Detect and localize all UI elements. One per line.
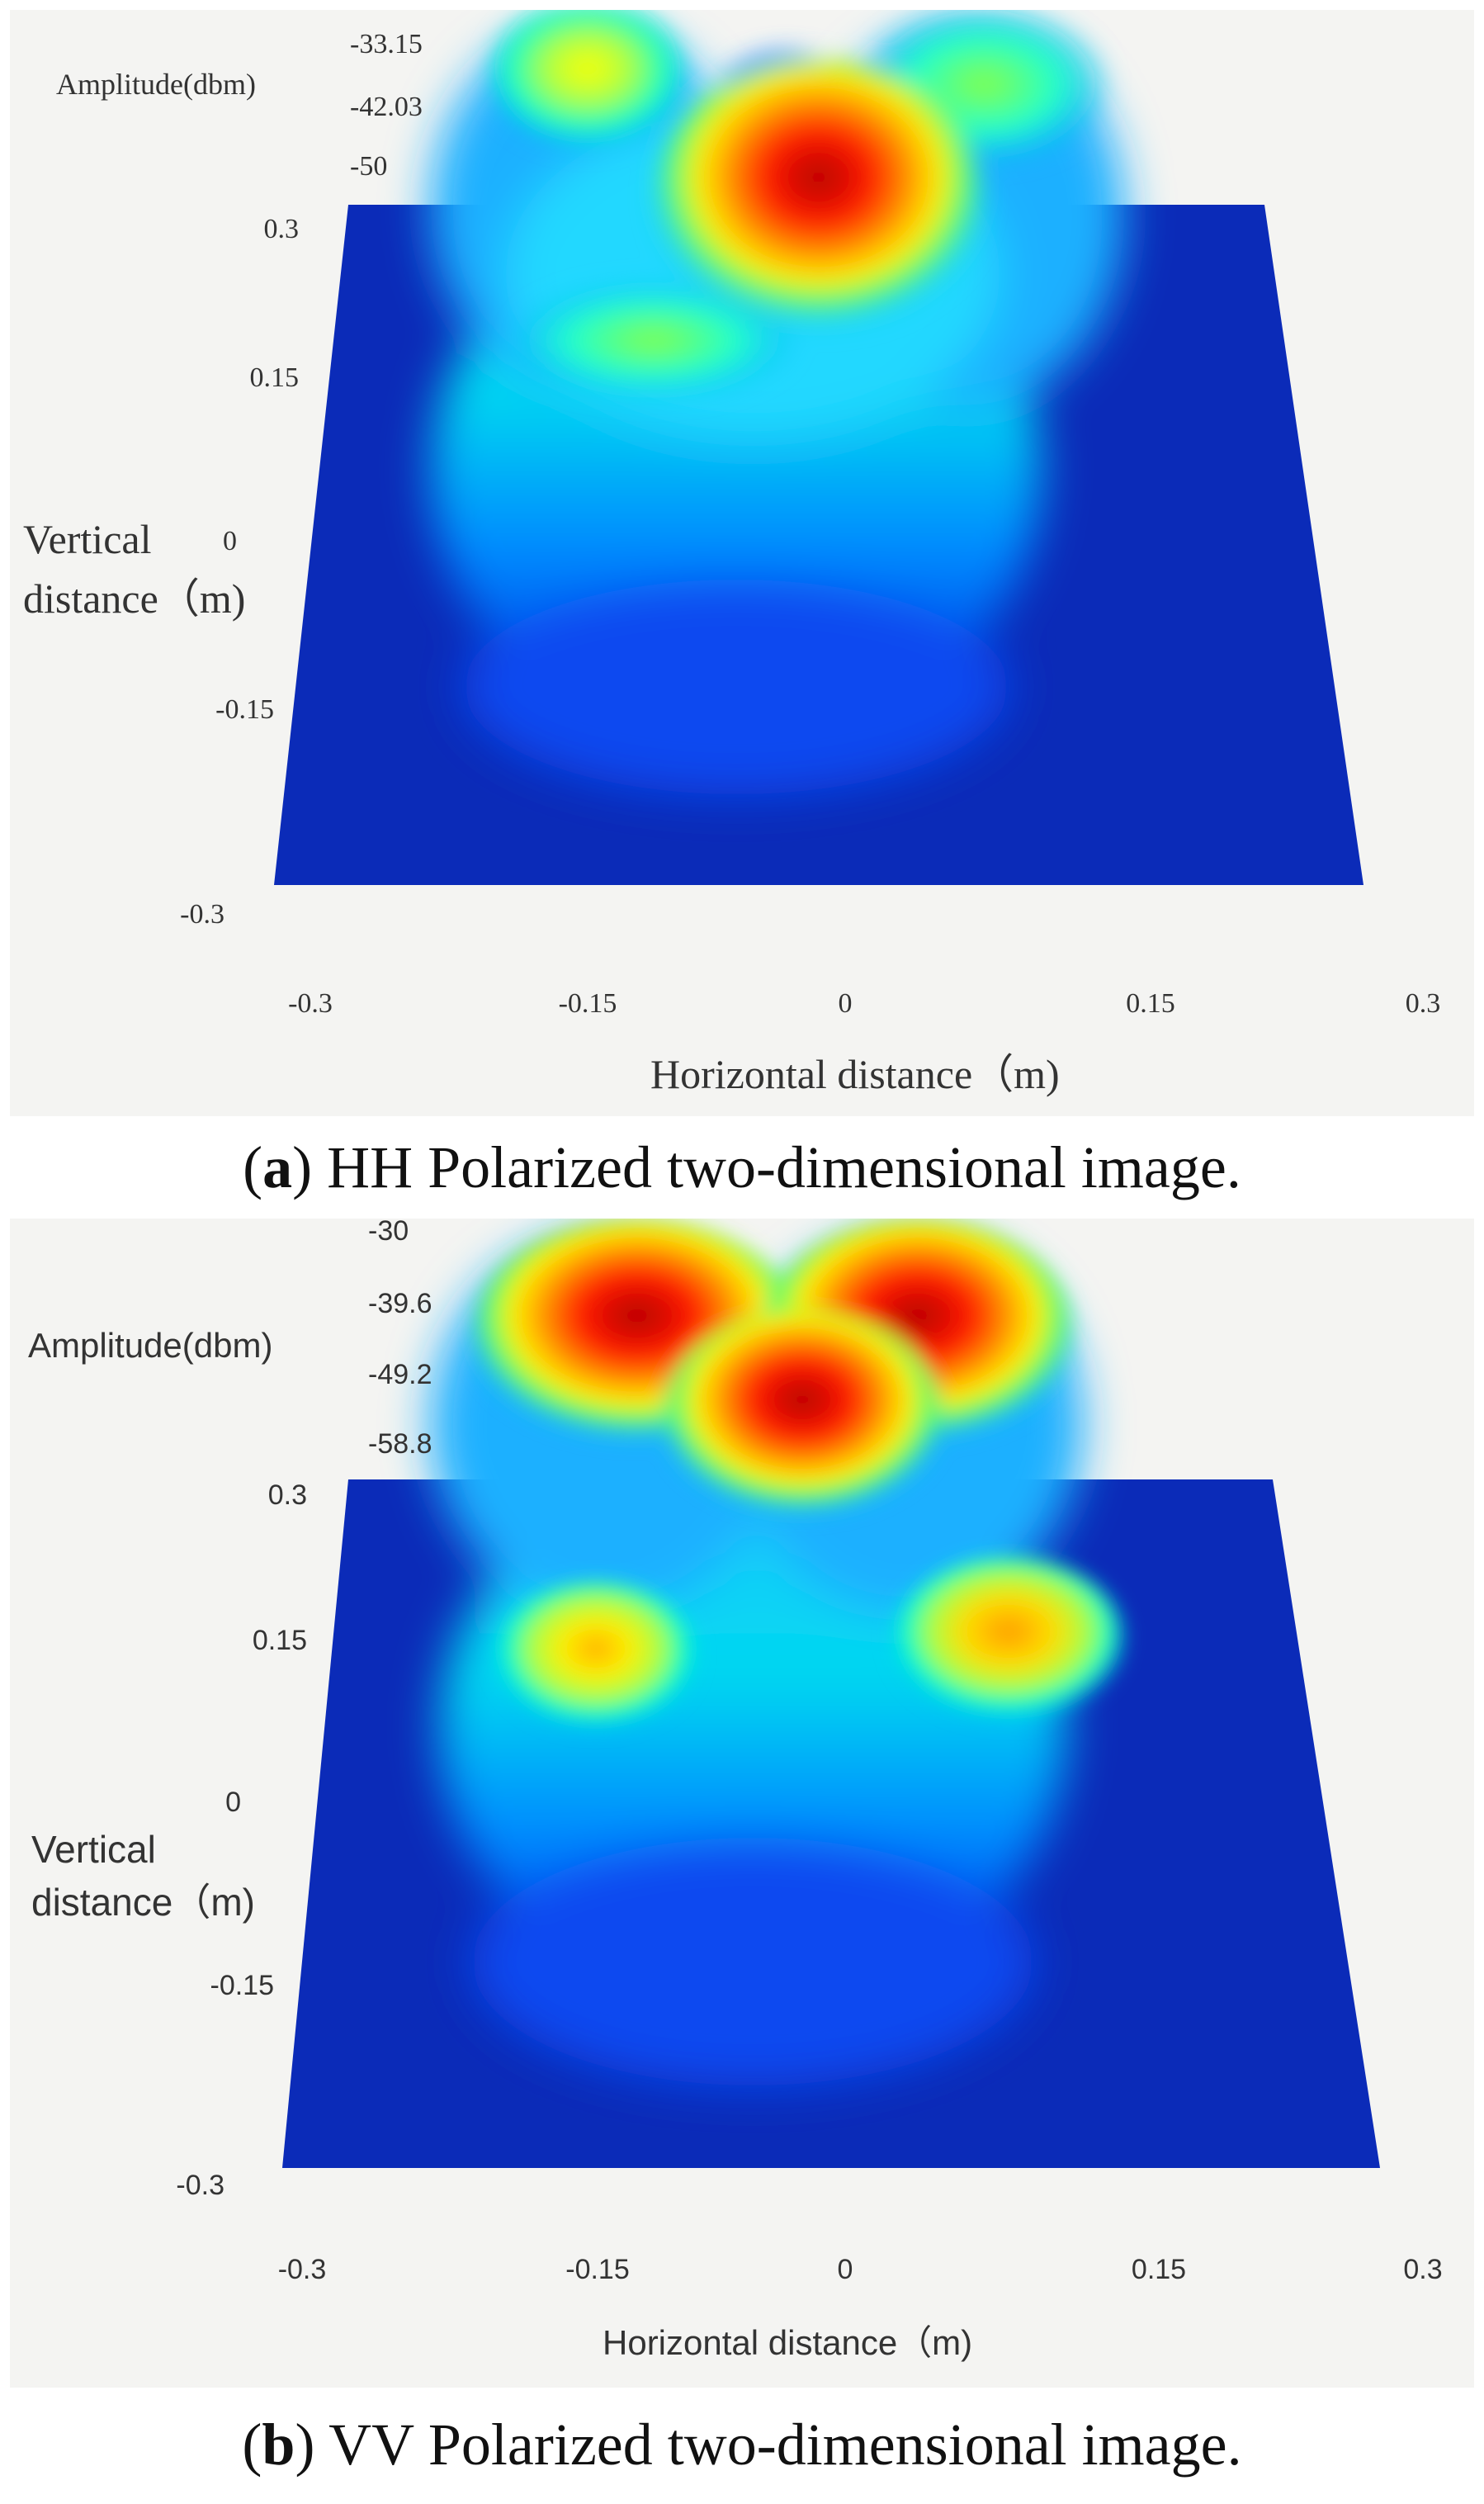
- x-tick-label: 0.15: [1126, 988, 1175, 1019]
- x-tick-label: -0.15: [565, 2254, 630, 2285]
- x-tick-label: 0: [839, 988, 853, 1019]
- caption-a: (a) HH Polarized two-dimensional image.: [243, 1134, 1241, 1200]
- x-tick-label: 0.3: [1406, 988, 1441, 1019]
- x-axis-label: Horizontal distance（m): [603, 2323, 972, 2362]
- caption-b: (b) VV Polarized two-dimensional image.: [242, 2412, 1242, 2478]
- y-tick-label: 0.3: [264, 214, 300, 244]
- y-axis-label-line2: distance（m): [31, 1881, 255, 1924]
- x-tick-label: -0.15: [559, 988, 617, 1019]
- z-tick-label: -49.2: [368, 1359, 432, 1390]
- y-tick-label: 0: [225, 1787, 241, 1818]
- x-axis-label: Horizontal distance（m): [650, 1051, 1060, 1097]
- y-axis-label-line1: Vertical: [23, 516, 151, 562]
- y-tick-label: -0.3: [180, 899, 224, 930]
- y-tick-label: 0.3: [268, 1479, 307, 1511]
- y-tick-label: 0.15: [250, 362, 300, 393]
- y-tick-label: -0.15: [210, 1970, 275, 2001]
- y-axis-label-line2: distance（m): [23, 575, 245, 622]
- surface-highlights: [489, 10, 1108, 398]
- z-tick-label: -39.6: [368, 1288, 432, 1319]
- tick-group-a: -33.15 -42.03 -50 0.3 0.15 0 -0.15 -0.3 -0.3 -0.1…: [180, 29, 1440, 1019]
- x-tick-label: 0.3: [1403, 2254, 1442, 2285]
- vv-surface-chart: Amplitude(dbm) -30 -39.6 -49.2 -58.8 0.3 0.15…: [28, 1219, 1443, 2362]
- y-tick-label: 0: [223, 526, 237, 556]
- caption-b-label: b: [262, 2412, 295, 2478]
- surface-highlights: [472, 1219, 1124, 1730]
- z-tick-label: -33.15: [350, 29, 423, 59]
- z-axis-label: Amplitude(dbm): [56, 68, 256, 101]
- tick-group-b: -30 -39.6 -49.2 -58.8 0.3 0.15 0 -0.15 -0.3 -0.3 -…: [176, 1219, 1442, 2285]
- panel-b: Amplitude(dbm) -30 -39.6 -49.2 -58.8 0.3 0.15…: [10, 1219, 1474, 2388]
- y-tick-label: -0.15: [215, 694, 274, 725]
- z-axis-label: Amplitude(dbm): [28, 1326, 272, 1365]
- x-tick-label: -0.3: [288, 988, 333, 1019]
- panel-a: Amplitude(dbm) -33.15 -42.03 -50 0.3 0.15 0 -0…: [10, 10, 1474, 1116]
- caption-b-text: VV Polarized two-dimensional image.: [328, 2412, 1242, 2478]
- y-tick-label: -0.3: [176, 2170, 224, 2201]
- y-axis-label-line1: Vertical: [31, 1828, 156, 1871]
- x-tick-label: -0.3: [278, 2254, 327, 2285]
- y-tick-label: 0.15: [253, 1625, 307, 1656]
- z-tick-label: -58.8: [368, 1428, 432, 1460]
- z-tick-label: -42.03: [350, 92, 423, 122]
- caption-a-label: a: [262, 1134, 293, 1200]
- caption-a-text: HH Polarized two-dimensional image.: [327, 1134, 1241, 1200]
- z-tick-label: -30: [368, 1219, 409, 1247]
- x-tick-label: 0.15: [1132, 2254, 1186, 2285]
- x-tick-label: 0: [838, 2254, 853, 2285]
- z-tick-label: -50: [350, 151, 387, 182]
- hh-surface-chart: Amplitude(dbm) -33.15 -42.03 -50 0.3 0.15 0 -0…: [23, 10, 1440, 1097]
